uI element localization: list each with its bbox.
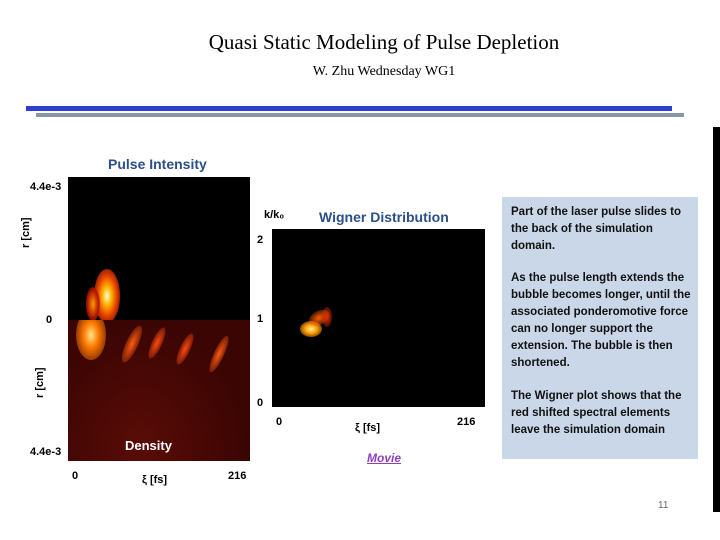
note-box: Part of the laser pulse slides to the ba… bbox=[502, 197, 698, 459]
slide-subtitle: W. Zhu Wednesday WG1 bbox=[312, 64, 456, 79]
left-mid-value: 0 bbox=[46, 314, 53, 326]
title-rule-blue bbox=[26, 106, 672, 111]
density-label: Density bbox=[125, 438, 172, 453]
wigner-y-tick-1: 1 bbox=[257, 313, 264, 325]
wigner-title: Wigner Distribution bbox=[319, 209, 449, 225]
wigner-x-max: 216 bbox=[457, 416, 476, 428]
density-plot: Density bbox=[68, 320, 250, 461]
note-paragraph-2: As the pulse length extends the bubble b… bbox=[511, 272, 691, 369]
wigner-plot bbox=[272, 229, 485, 407]
note-paragraph-3: The Wigner plot shows that the red shift… bbox=[511, 390, 682, 436]
left-x-max: 216 bbox=[228, 470, 247, 482]
density-blob-3 bbox=[145, 325, 169, 361]
density-blob-2 bbox=[118, 323, 146, 365]
left-top-value: 4.4e-3 bbox=[30, 181, 62, 193]
left-bottom-value: 4.4e-3 bbox=[30, 446, 62, 458]
density-blob-1 bbox=[76, 320, 106, 360]
left-x-label: ξ [fs] bbox=[142, 474, 168, 486]
wigner-y-tick-0: 0 bbox=[257, 397, 264, 409]
note-paragraph-1: Part of the laser pulse slides to the ba… bbox=[511, 206, 681, 252]
wigner-blob-3 bbox=[322, 307, 332, 327]
right-edge-bar bbox=[713, 127, 720, 512]
title-rule-grey bbox=[36, 113, 684, 117]
pulse-intensity-plot bbox=[68, 177, 250, 320]
pulse-intensity-title: Pulse Intensity bbox=[108, 156, 207, 172]
slide-title: Quasi Static Modeling of Pulse Depletion bbox=[208, 30, 560, 54]
wigner-y-tick-2: 2 bbox=[257, 234, 264, 246]
left-x-min: 0 bbox=[72, 470, 79, 482]
wigner-x-min: 0 bbox=[276, 416, 283, 428]
wigner-x-label: ξ [fs] bbox=[355, 422, 381, 434]
density-blob-4 bbox=[173, 331, 197, 367]
wigner-y-label: k/k₀ bbox=[264, 209, 285, 221]
intensity-blob-2 bbox=[86, 287, 100, 320]
left-y-label-bottom: r [cm] bbox=[34, 367, 46, 398]
left-y-label-top: r [cm] bbox=[20, 217, 32, 248]
density-blob-5 bbox=[206, 333, 232, 375]
movie-link[interactable]: Movie bbox=[367, 451, 402, 465]
page-number: 11 bbox=[658, 500, 669, 511]
